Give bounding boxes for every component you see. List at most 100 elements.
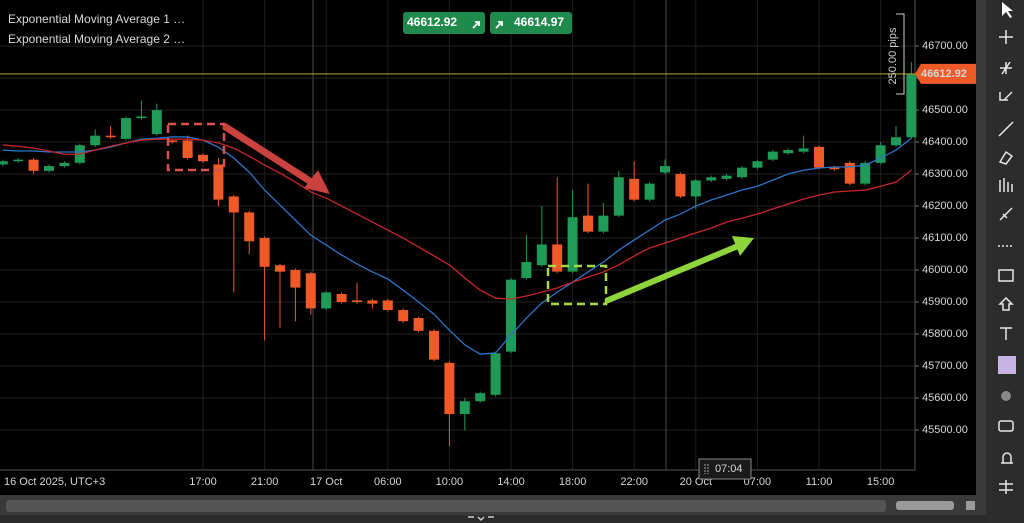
candle-body: [583, 215, 593, 232]
price-badge: [490, 12, 572, 34]
candle-body: [213, 164, 224, 200]
candle-body: [536, 244, 547, 266]
candle-body: [0, 161, 8, 165]
candle-body: [352, 300, 362, 303]
candle-body: [459, 401, 470, 415]
tool-width[interactable]: [1001, 391, 1011, 401]
candle-body: [660, 166, 670, 173]
tool-brush[interactable]: [998, 150, 1014, 165]
candle-body: [737, 167, 747, 178]
annotation-arrowhead-red: [304, 170, 330, 194]
scrollbar-track[interactable]: [6, 500, 886, 512]
tool-channel[interactable]: [999, 178, 1013, 192]
ask-price: 46614.97: [514, 15, 564, 29]
candle-body: [59, 162, 70, 167]
x-tick-label: 17 Oct: [310, 476, 342, 488]
y-tick-label: 45500.00: [922, 424, 968, 436]
scrollbar-thumb[interactable]: [896, 501, 954, 510]
scrollbar-end[interactable]: [966, 501, 975, 510]
candle-body: [305, 273, 316, 309]
candle-body: [644, 183, 655, 200]
candle-body: [490, 353, 501, 395]
tool-crosshair[interactable]: [999, 30, 1013, 44]
candle-body: [321, 292, 332, 309]
candle-body: [875, 145, 886, 163]
candle-body: [783, 150, 794, 154]
ema-line: [2, 136, 912, 355]
tool-pitchfork[interactable]: [999, 207, 1013, 221]
tool-alert[interactable]: [1001, 452, 1013, 464]
candle-body: [44, 166, 54, 171]
candle-body: [367, 300, 378, 304]
candle-body: [444, 362, 455, 415]
candle-body: [906, 73, 917, 138]
pips-ruler: [896, 13, 905, 95]
y-tick-label: 46300.00: [922, 168, 968, 180]
tool-fibo[interactable]: [1000, 61, 1012, 75]
candle-body: [198, 154, 208, 162]
candle-body: [151, 110, 162, 135]
y-tick-label: 46400.00: [922, 136, 968, 148]
candle-body: [275, 265, 285, 272]
x-tick-label: 16 Oct 2025, UTC+3: [4, 476, 105, 488]
candle-body: [814, 146, 824, 168]
candle-body: [121, 118, 131, 139]
annotation-arrow-green: [604, 243, 740, 304]
candle-body: [844, 162, 855, 184]
tool-text[interactable]: [1000, 327, 1012, 340]
candle-body: [13, 159, 24, 162]
cursor-time-box: [698, 458, 752, 480]
tool-rect[interactable]: [998, 269, 1014, 282]
candle-body: [629, 178, 640, 200]
y-tick-label: 45600.00: [922, 392, 968, 404]
candle-body: [382, 300, 393, 311]
y-tick-label: 46100.00: [922, 232, 968, 244]
x-tick-label: 11:00: [806, 476, 833, 488]
y-tick-label: 45700.00: [922, 360, 968, 372]
candle-body: [690, 180, 701, 197]
x-tick-label: 14:00: [497, 476, 525, 488]
tool-screenshot[interactable]: [998, 420, 1014, 432]
tool-line[interactable]: [998, 121, 1014, 137]
candle-body: [90, 135, 101, 146]
tool-arrow[interactable]: [998, 296, 1014, 311]
candle-body: [28, 159, 39, 171]
x-tick-label: 06:00: [374, 476, 402, 488]
toolbar-icons: [998, 2, 1016, 494]
x-tick-label: 18:00: [559, 476, 587, 488]
candle-body: [182, 140, 193, 159]
candle-body: [798, 148, 809, 152]
candle-body: [567, 217, 578, 272]
candle-body: [290, 270, 301, 288]
drag-grip: [704, 464, 709, 474]
x-tick-label: 10:00: [436, 476, 464, 488]
candle-body: [136, 116, 147, 119]
candle-body: [521, 262, 532, 279]
x-tick-label: 22:00: [620, 476, 648, 488]
tool-pointer[interactable]: [1002, 2, 1013, 18]
tool-zoom[interactable]: [999, 91, 1013, 101]
trend-icon: [495, 21, 503, 29]
y-tick-label: 46500.00: [922, 104, 968, 116]
plot: 45500.00 45600.00 45700.00 45800.00 45900.00…: [0, 0, 976, 488]
annotation-arrowhead-green: [732, 236, 754, 256]
price-badge: [403, 12, 485, 34]
annotation-box-red: [166, 122, 226, 172]
candle-body: [675, 174, 686, 197]
candle-body: [767, 151, 778, 160]
tool-settings[interactable]: [999, 480, 1013, 494]
candle-body: [413, 318, 424, 331]
candle-body: [552, 244, 563, 272]
candle-body: [829, 167, 840, 170]
candle-body: [336, 294, 347, 303]
candle-body: [613, 177, 624, 216]
toolbar: [986, 0, 1024, 523]
handle[interactable]: [468, 516, 494, 522]
candle-body: [706, 177, 717, 181]
annotation-box-green: [546, 264, 608, 306]
y-tick-label: 45900.00: [922, 296, 968, 308]
tool-color[interactable]: [998, 356, 1016, 374]
trend-icon: [472, 21, 480, 29]
candle-body: [244, 212, 255, 242]
